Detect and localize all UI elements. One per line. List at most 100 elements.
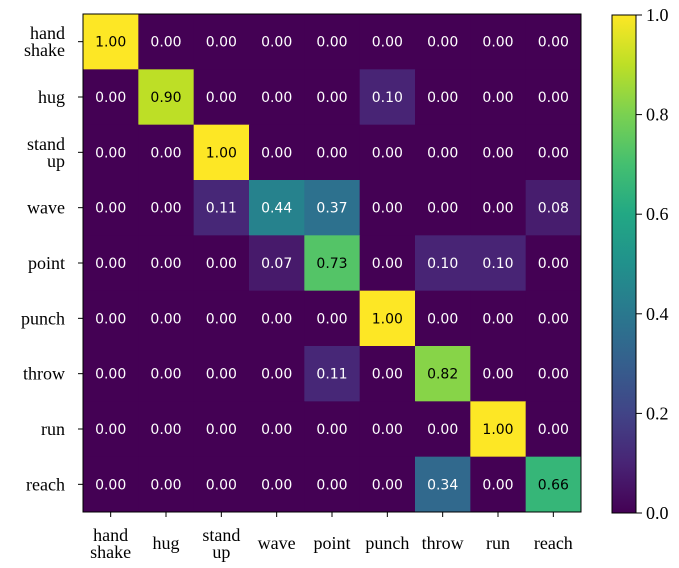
cell-value-reach-point: 0.00 [316, 477, 347, 493]
cell-value-hand-shake-run: 0.00 [482, 35, 513, 51]
cell-value-hug-hand-shake: 0.00 [95, 90, 126, 106]
cell-value-point-wave: 0.07 [261, 256, 292, 272]
cell-value-wave-hug: 0.00 [150, 201, 181, 217]
heatmap-cell-hand-shake-point [304, 14, 361, 70]
cell-value-punch-point: 0.00 [316, 311, 347, 327]
heatmap-cell-run-stand-up [193, 401, 250, 458]
heatmap-cell-hug-point [304, 69, 361, 126]
y-tick-label-reach: reach [26, 474, 65, 494]
cell-value-point-hand-shake: 0.00 [95, 256, 126, 272]
heatmap-cell-hug-hug [138, 69, 195, 126]
cell-value-stand-up-hug: 0.00 [150, 145, 181, 161]
heatmap-cell-throw-wave [249, 346, 305, 402]
x-tick-label-wave: wave [258, 533, 296, 553]
cell-value-wave-wave: 0.44 [261, 201, 292, 217]
heatmap-cell-hug-wave [249, 69, 305, 126]
heatmap-cell-throw-point [304, 346, 361, 402]
heatmap-cell-point-hug [138, 235, 195, 292]
heatmap-cell-hand-shake-hug [138, 14, 195, 70]
heatmap-cell-hand-shake-wave [249, 14, 305, 70]
heatmap-cell-hand-shake-punch [359, 14, 416, 70]
heatmap-cell-point-throw [415, 235, 471, 292]
heatmap-cell-punch-point [304, 290, 361, 347]
cell-value-hug-run: 0.00 [482, 90, 513, 106]
cell-value-throw-punch: 0.00 [372, 367, 403, 383]
x-tick-label-hug: hug [153, 533, 180, 553]
cell-value-hug-punch: 0.10 [372, 90, 403, 106]
cell-value-stand-up-hand-shake: 0.00 [95, 145, 126, 161]
cell-value-run-run: 1.00 [482, 422, 513, 438]
cell-value-reach-throw: 0.34 [427, 477, 458, 493]
y-tick-label-point: point [28, 253, 65, 273]
heatmap-cells [83, 14, 582, 513]
cell-value-hand-shake-throw: 0.00 [427, 35, 458, 51]
cell-value-stand-up-wave: 0.00 [261, 145, 292, 161]
cell-value-hand-shake-hand-shake: 1.00 [95, 35, 126, 51]
cell-value-point-stand-up: 0.00 [206, 256, 237, 272]
cell-value-reach-hug: 0.00 [150, 477, 181, 493]
heatmap-cell-reach-point [304, 456, 361, 513]
heatmap-cell-wave-hug [138, 180, 195, 236]
cell-value-reach-punch: 0.00 [372, 477, 403, 493]
heatmap-cell-run-hug [138, 401, 195, 458]
cell-value-punch-punch: 1.00 [372, 311, 403, 327]
heatmap-cell-point-wave [249, 235, 305, 292]
cell-value-run-punch: 0.00 [372, 422, 403, 438]
heatmap-cell-wave-point [304, 180, 361, 236]
heatmap-cell-point-run [470, 235, 527, 292]
cell-value-point-punch: 0.00 [372, 256, 403, 272]
x-tick-labels: hand shake hug stand up wave point punch throw ru… [90, 512, 573, 562]
heatmap-cell-stand-up-punch [359, 124, 416, 181]
cell-value-reach-stand-up: 0.00 [206, 477, 237, 493]
heatmap-cell-hand-shake-hand-shake [83, 14, 139, 70]
heatmap-cell-reach-hug [138, 456, 195, 513]
x-tick-label-stand-up: stand up [202, 525, 240, 562]
cell-value-point-hug: 0.00 [150, 256, 181, 272]
x-tick-label-punch: punch [365, 533, 409, 553]
heatmap-cell-hand-shake-throw [415, 14, 471, 70]
heatmap-cell-hug-stand-up [193, 69, 250, 126]
cell-value-hug-reach: 0.00 [538, 90, 569, 106]
heatmap-cell-run-reach [525, 401, 582, 458]
heatmap-cell-hug-hand-shake [83, 69, 139, 126]
x-tick-label-point: point [313, 533, 350, 553]
heatmap-cell-throw-throw [415, 346, 471, 402]
heatmap-cell-punch-run [470, 290, 527, 347]
heatmap-cell-punch-throw [415, 290, 471, 347]
heatmap-cell-reach-run [470, 456, 527, 513]
x-tick-label-run: run [486, 533, 510, 553]
cell-value-wave-stand-up: 0.11 [206, 201, 237, 217]
x-tick-label-throw: throw [422, 533, 464, 553]
colorbar-tick-label-0-2: 0.2 [646, 403, 669, 423]
x-tick-label-hand-shake: hand shake [90, 525, 131, 562]
heatmap-cell-point-point [304, 235, 361, 292]
heatmap-cell-punch-wave [249, 290, 305, 347]
cell-value-hug-hug: 0.90 [150, 90, 181, 106]
heatmap-cell-throw-hug [138, 346, 195, 402]
cell-value-point-reach: 0.00 [538, 256, 569, 272]
cell-value-punch-wave: 0.00 [261, 311, 292, 327]
colorbar-tick-label-0-6: 0.6 [646, 204, 669, 224]
colorbar-ticks: 0.0 0.2 0.4 0.6 0.8 1.0 [636, 5, 669, 523]
cell-value-point-point: 0.73 [316, 256, 347, 272]
cell-value-run-wave: 0.00 [261, 422, 292, 438]
colorbar-tick-label-1-0: 1.0 [646, 5, 669, 25]
cell-value-punch-throw: 0.00 [427, 311, 458, 327]
heatmap-cell-stand-up-wave [249, 124, 305, 181]
heatmap-cell-wave-run [470, 180, 527, 236]
cell-value-hand-shake-hug: 0.00 [150, 35, 181, 51]
heatmap-cell-reach-throw [415, 456, 471, 513]
colorbar [611, 14, 637, 514]
cell-value-stand-up-reach: 0.00 [538, 145, 569, 161]
heatmap-cell-wave-throw [415, 180, 471, 236]
heatmap-cell-stand-up-hug [138, 124, 195, 181]
cell-value-run-hand-shake: 0.00 [95, 422, 126, 438]
heatmap-cell-hug-punch [359, 69, 416, 126]
cell-value-throw-throw: 0.82 [427, 367, 458, 383]
cell-value-run-point: 0.00 [316, 422, 347, 438]
cell-value-throw-wave: 0.00 [261, 367, 292, 383]
heatmap-cell-hug-throw [415, 69, 471, 126]
heatmap-cell-wave-wave [249, 180, 305, 236]
x-tick-label-reach: reach [534, 533, 573, 553]
heatmap-cell-throw-run [470, 346, 527, 402]
